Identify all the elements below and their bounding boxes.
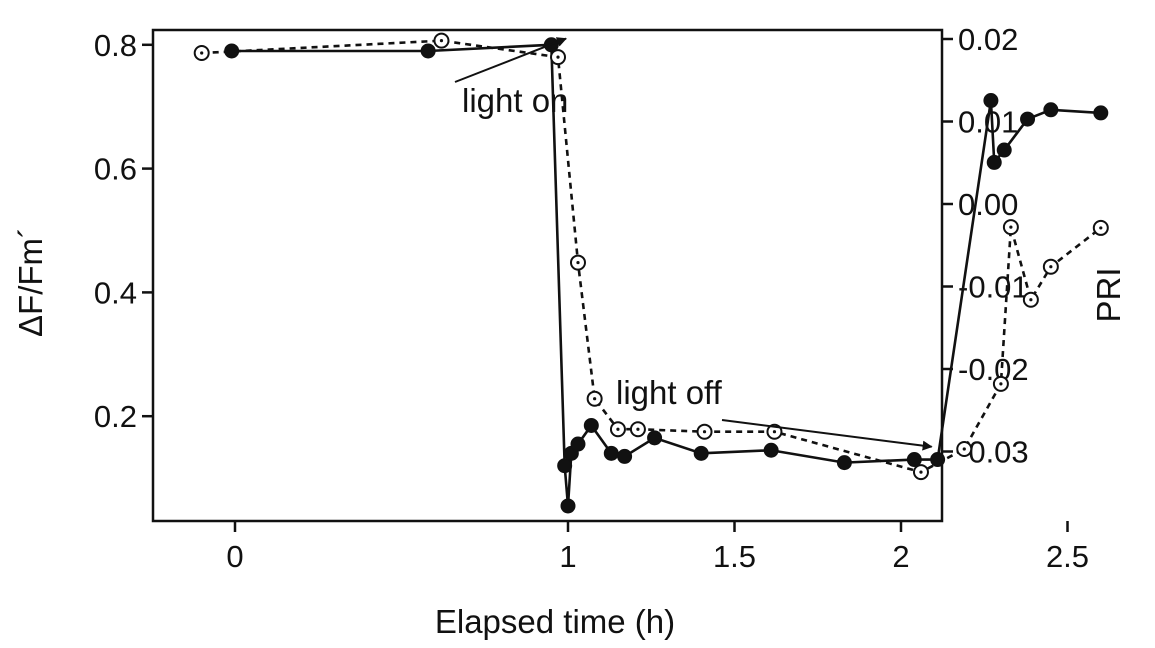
data-point [906, 452, 922, 468]
x-tick-label: 2 [892, 539, 909, 574]
left-y-tick-label: 0.8 [94, 28, 137, 63]
data-point-center [999, 382, 1003, 386]
data-point-center [919, 470, 923, 474]
data-point [603, 445, 619, 461]
x-tick-label: 1 [559, 539, 576, 574]
x-tick-label: 1.5 [713, 539, 756, 574]
data-point [420, 43, 436, 59]
right-y-tick-label: 0.02 [958, 22, 1018, 57]
right-y-axis: -0.03-0.02-0.010.000.010.02 [942, 22, 1029, 470]
data-point-center [1029, 298, 1033, 302]
left-y-tick-label: 0.4 [94, 275, 137, 310]
light-off-arrow [721, 419, 933, 451]
data-point-center [439, 39, 444, 43]
right-y-tick-label: -0.01 [958, 270, 1029, 305]
fluorescence-series [224, 37, 1109, 514]
plot-frame [151, 28, 944, 523]
data-point [1093, 105, 1109, 121]
data-point-center [1099, 226, 1103, 230]
data-point [583, 417, 599, 433]
pri-series [193, 32, 1109, 481]
data-point [647, 430, 663, 446]
data-point-center [576, 260, 580, 265]
right-y-tick-label: -0.02 [958, 352, 1029, 387]
data-point [557, 458, 573, 474]
left-y-tick-label: 0.2 [94, 399, 137, 434]
data-point [763, 442, 779, 458]
right-y-tick-label: 0.00 [958, 187, 1018, 222]
x-tick-label: 2.5 [1046, 539, 1089, 574]
data-point-center [962, 447, 966, 451]
data-point [1020, 111, 1036, 127]
left-y-tick-label: 0.6 [94, 152, 137, 187]
plot-border [151, 28, 944, 523]
series-layer [193, 32, 1109, 514]
data-point [986, 154, 1002, 170]
light-on-label: light on [462, 82, 568, 119]
x-axis: 0 1 1.5 2 2.5 [226, 521, 1089, 574]
data-point-center [1009, 225, 1013, 229]
data-point [693, 445, 709, 461]
data-point [836, 455, 852, 471]
data-point-center [636, 427, 640, 431]
data-point-center [556, 55, 560, 59]
data-point-center [616, 427, 620, 431]
data-point-center [772, 430, 777, 434]
data-point-center [200, 51, 204, 55]
data-point [570, 436, 586, 452]
data-point-center [702, 430, 707, 434]
data-point [930, 452, 946, 468]
x-axis-title: Elapsed time (h) [435, 603, 675, 640]
left-y-axis: 0.2 0.4 0.6 0.8 [94, 28, 153, 434]
data-point-center [593, 397, 597, 401]
fluorescence-line [231, 43, 1101, 507]
data-point [617, 448, 633, 464]
light-off-label: light off [616, 374, 723, 411]
data-point [983, 93, 999, 109]
data-point [996, 142, 1012, 158]
annotations: light on light off [454, 37, 933, 451]
x-tick-label: 0 [226, 539, 243, 574]
data-point-center [1049, 265, 1053, 269]
data-point [1043, 102, 1059, 118]
pri-line [201, 39, 1102, 474]
right-y-axis-title: PRI [1090, 267, 1127, 322]
light-on-arrow [454, 37, 567, 83]
data-point [560, 498, 576, 514]
left-y-axis-title: ΔF/Fm´ [12, 227, 49, 337]
